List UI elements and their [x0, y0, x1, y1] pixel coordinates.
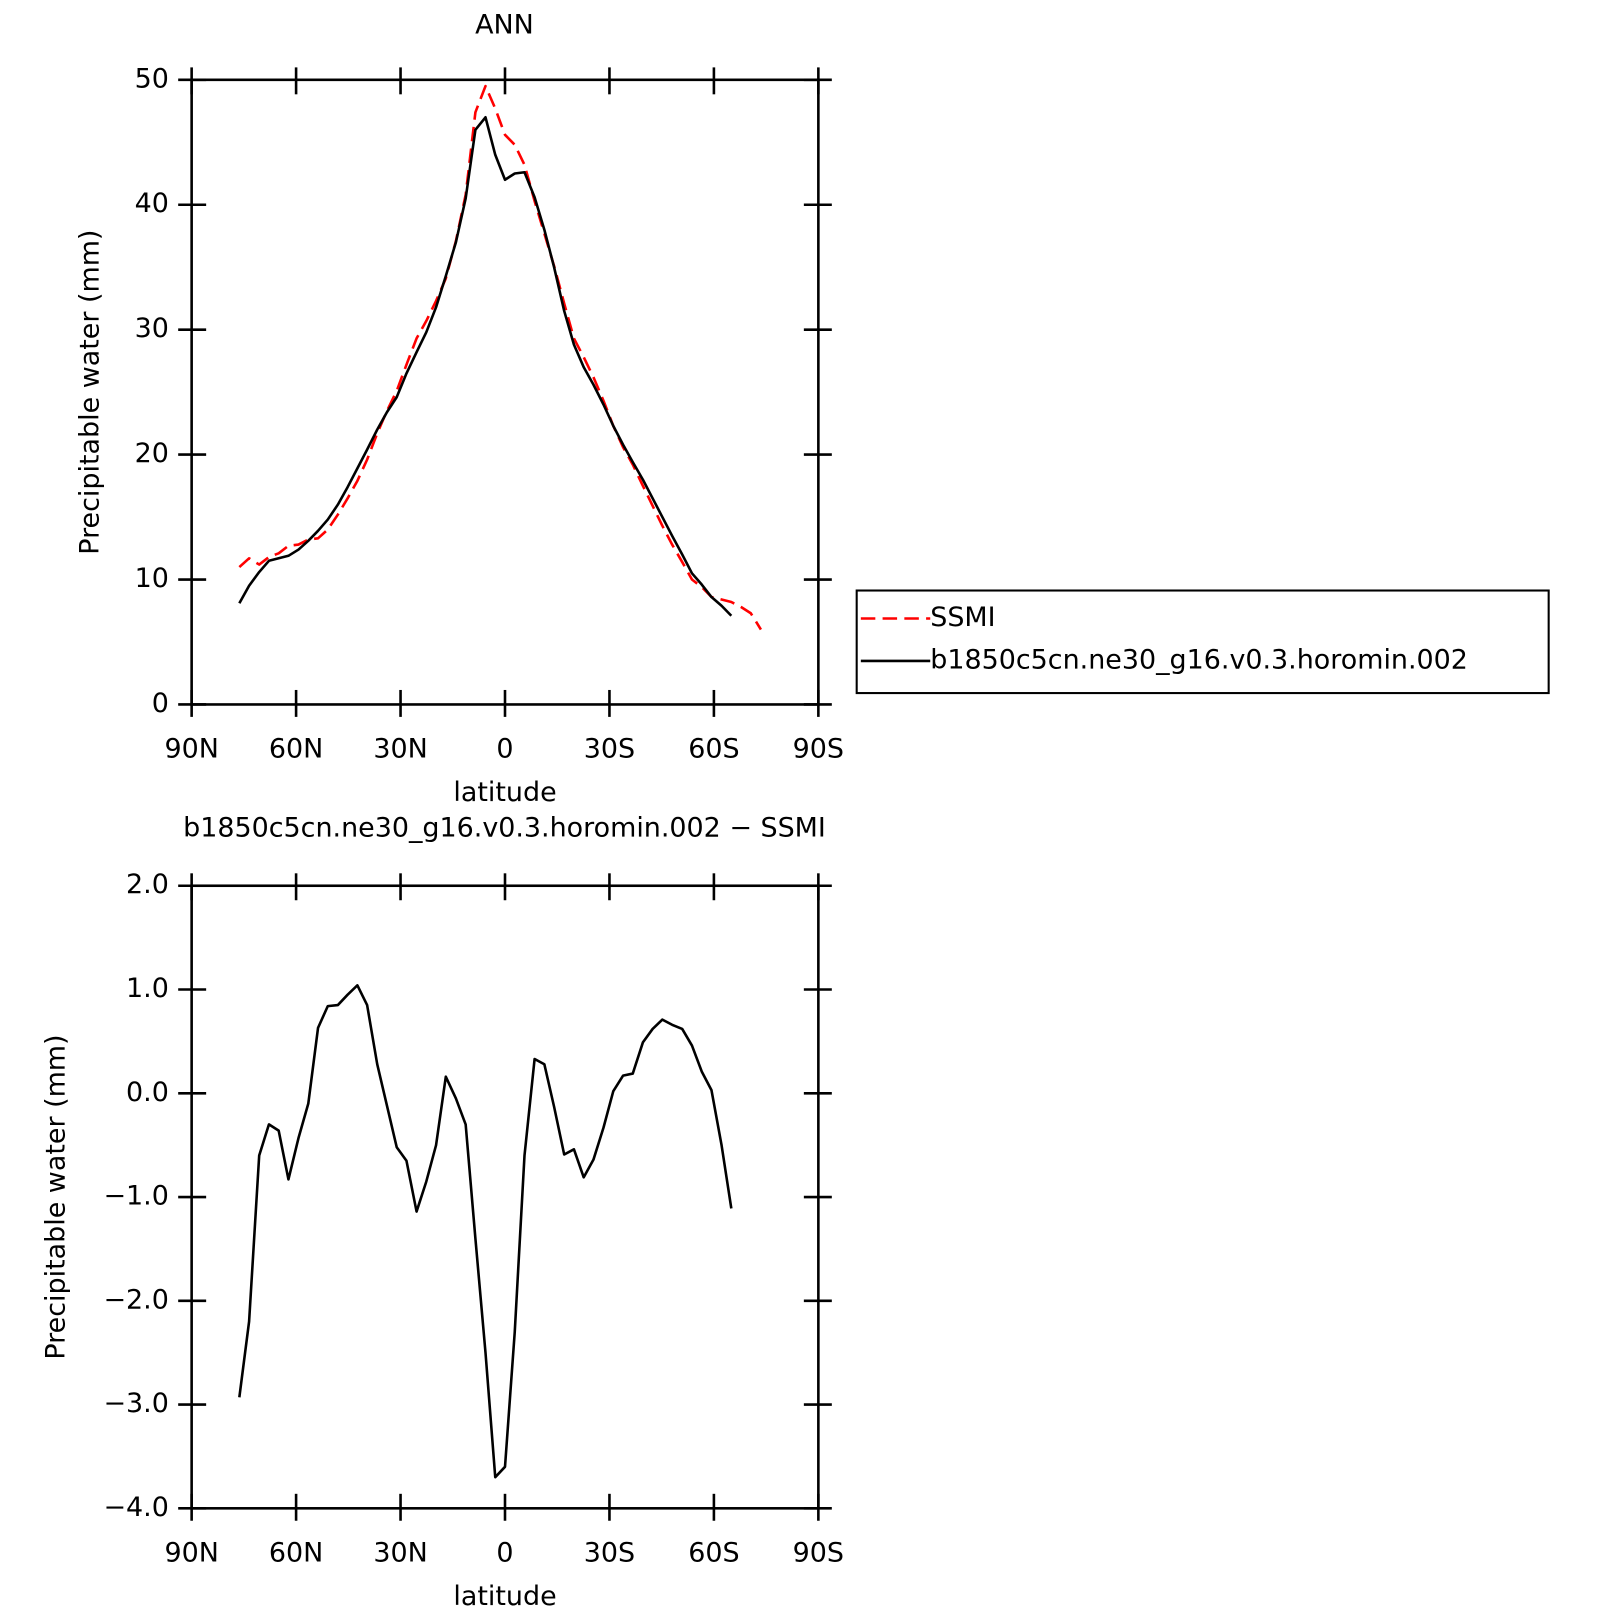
- x-tick-label: 60N: [269, 734, 323, 765]
- legend-box: [855, 589, 1550, 695]
- data-line: [238, 984, 733, 1479]
- x-axis-label: latitude: [453, 1581, 556, 1612]
- x-axis-label: latitude: [453, 777, 556, 808]
- y-tick-label: 40: [135, 188, 169, 219]
- plot-frame: [190, 78, 820, 706]
- x-tick-label: 30N: [373, 1537, 427, 1568]
- y-tick-label: −4.0: [103, 1492, 168, 1523]
- chart-title: b1850c5cn.ne30_g16.v0.3.horomin.002 − SS…: [183, 812, 826, 843]
- legend-label: SSMI: [930, 602, 995, 633]
- y-tick-label: 0.0: [126, 1077, 169, 1108]
- y-tick-label: 50: [135, 63, 169, 94]
- x-tick-label: 30S: [584, 734, 635, 765]
- x-tick-label: 90S: [793, 734, 844, 765]
- y-tick-label: 30: [135, 313, 169, 344]
- x-tick-label: 90S: [793, 1537, 844, 1568]
- y-tick-label: 2.0: [126, 869, 169, 900]
- y-tick-label: 0: [152, 688, 169, 719]
- x-tick-label: 90N: [164, 734, 218, 765]
- x-tick-label: 30N: [373, 734, 427, 765]
- data-line: [238, 84, 763, 631]
- x-tick-label: 60S: [688, 1537, 739, 1568]
- x-tick-label: 0: [496, 734, 513, 765]
- chart-title: ANN: [475, 9, 534, 40]
- y-tick-label: 20: [135, 438, 169, 469]
- y-tick-label: −1.0: [103, 1181, 168, 1212]
- y-tick-label: −3.0: [103, 1388, 168, 1419]
- legend-label: b1850c5cn.ne30_g16.v0.3.horomin.002: [930, 644, 1468, 675]
- y-tick-label: 10: [135, 563, 169, 594]
- x-tick-label: 60S: [688, 734, 739, 765]
- x-tick-label: 60N: [269, 1537, 323, 1568]
- x-tick-label: 0: [496, 1537, 513, 1568]
- y-tick-label: 1.0: [126, 973, 169, 1004]
- data-line: [238, 116, 733, 617]
- y-tick-label: −2.0: [103, 1284, 168, 1315]
- y-axis-label: Precipitable water (mm): [75, 230, 106, 555]
- x-tick-label: 30S: [584, 1537, 635, 1568]
- plot-frame: [190, 884, 820, 1510]
- y-axis-label: Precipitable water (mm): [40, 1034, 71, 1359]
- x-tick-label: 90N: [164, 1537, 218, 1568]
